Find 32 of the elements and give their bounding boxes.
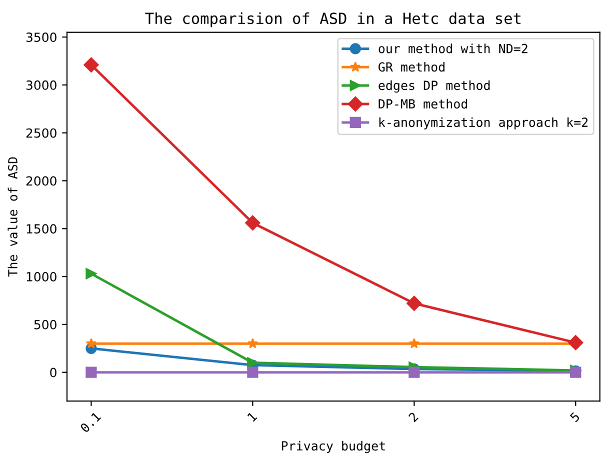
point bbox=[408, 366, 420, 378]
point bbox=[568, 335, 584, 350]
legend-label: edges DP method bbox=[378, 80, 490, 93]
point bbox=[247, 357, 258, 368]
chart-title: The comparision of ASD in a Hetc data set bbox=[145, 12, 520, 28]
point bbox=[86, 268, 97, 280]
y-axis-title: The value of ASD bbox=[8, 157, 18, 277]
point bbox=[84, 57, 99, 72]
point bbox=[247, 338, 258, 348]
point bbox=[245, 215, 260, 230]
x-axis-title: Privacy budget bbox=[282, 440, 385, 454]
y-tick-label: 1500 bbox=[26, 224, 56, 234]
x-tick-label: 5 bbox=[570, 412, 580, 422]
y-tick-label: 500 bbox=[34, 320, 56, 330]
x-tick-label: 2 bbox=[408, 412, 419, 422]
y-tick-label: 3500 bbox=[26, 32, 56, 42]
x-tick-label: 1 bbox=[247, 412, 258, 422]
y-tick-label: 1000 bbox=[26, 272, 56, 282]
point bbox=[86, 338, 97, 348]
point bbox=[247, 366, 258, 378]
y-tick-label: 0 bbox=[50, 368, 56, 378]
x-tick-label: 0.1 bbox=[80, 412, 102, 434]
point bbox=[408, 338, 420, 348]
legend-label: our method with ND=2 bbox=[378, 44, 528, 54]
point bbox=[406, 296, 422, 311]
legend-label: DP-MB method bbox=[378, 98, 468, 109]
legend-label: GR method bbox=[378, 62, 444, 72]
y-tick-label: 2000 bbox=[26, 176, 56, 186]
point bbox=[86, 366, 97, 378]
legend-label: k-anonymization approach k=2 bbox=[379, 117, 588, 130]
y-tick-label: 2500 bbox=[26, 128, 56, 138]
y-tick-label: 3000 bbox=[26, 80, 56, 90]
